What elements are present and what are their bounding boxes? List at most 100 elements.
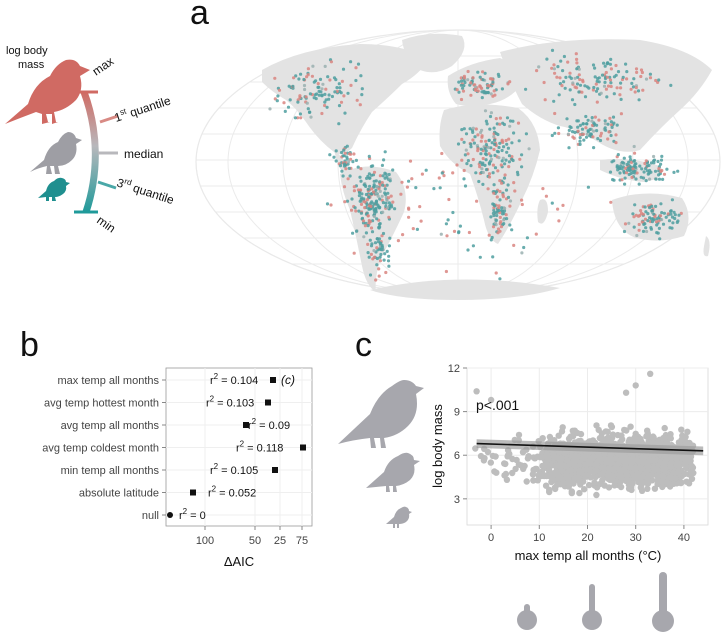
occurrence-point — [348, 174, 352, 178]
occurrence-point — [500, 206, 504, 210]
occurrence-point — [568, 88, 572, 92]
occurrence-point — [466, 248, 470, 252]
occurrence-point — [323, 92, 327, 96]
occurrence-point — [520, 153, 524, 157]
occurrence-point — [608, 75, 612, 79]
occurrence-point — [380, 181, 384, 185]
occurrence-point — [480, 135, 484, 139]
occurrence-point — [648, 72, 653, 76]
occurrence-point — [349, 208, 354, 212]
data-point — [675, 462, 682, 470]
occurrence-point — [339, 100, 344, 104]
occurrence-point — [655, 217, 659, 221]
occurrence-point — [475, 199, 479, 203]
occurrence-point — [484, 119, 488, 123]
occurrence-point — [573, 102, 577, 107]
occurrence-point — [581, 122, 585, 126]
occurrence-point — [671, 221, 675, 225]
occurrence-point — [466, 78, 470, 82]
occurrence-point — [649, 170, 653, 174]
occurrence-point — [447, 197, 451, 202]
occurrence-point — [491, 163, 495, 167]
occurrence-point — [498, 122, 502, 126]
regression-line — [476, 442, 704, 452]
occurrence-point — [306, 107, 310, 111]
p-value-annotation: p<.001 — [476, 397, 519, 413]
panel-b-xlabel: ΔAIC — [224, 554, 254, 569]
occurrence-point — [610, 160, 614, 164]
occurrence-point — [381, 183, 385, 187]
occurrence-point — [578, 83, 583, 87]
occurrence-point — [644, 210, 648, 214]
data-point — [684, 428, 691, 435]
occurrence-point — [616, 70, 621, 74]
occurrence-point — [560, 84, 564, 88]
occurrence-point — [372, 255, 377, 259]
occurrence-point — [676, 169, 680, 173]
small-bird-icon — [38, 177, 70, 201]
occurrence-point — [507, 154, 511, 158]
data-point — [581, 486, 588, 493]
occurrence-point — [376, 240, 381, 244]
occurrence-point — [659, 162, 663, 166]
occurrence-point — [557, 131, 561, 136]
occurrence-point — [352, 185, 356, 189]
occurrence-point — [479, 152, 483, 156]
occurrence-point — [495, 122, 499, 126]
occurrence-point — [566, 60, 570, 64]
occurrence-point — [451, 171, 455, 175]
occurrence-point — [472, 141, 476, 145]
occurrence-point — [456, 142, 461, 146]
occurrence-point — [377, 267, 381, 271]
occurrence-point — [366, 214, 370, 218]
data-point — [591, 468, 598, 475]
occurrence-point — [595, 79, 599, 83]
occurrence-point — [498, 179, 502, 183]
occurrence-point — [581, 80, 585, 84]
occurrence-point — [471, 126, 475, 130]
occurrence-point — [358, 103, 362, 107]
occurrence-point — [364, 231, 368, 235]
occurrence-point — [541, 187, 545, 191]
occurrence-point — [368, 184, 372, 188]
occurrence-point — [564, 75, 568, 79]
r2-label: r2 = 0.104 — [210, 372, 258, 387]
occurrence-point — [577, 67, 581, 71]
occurrence-point — [640, 167, 644, 171]
occurrence-point — [358, 175, 362, 179]
aic-marker — [270, 377, 276, 383]
data-point — [581, 455, 588, 462]
occurrence-point — [646, 219, 650, 223]
occurrence-point — [625, 70, 629, 74]
occurrence-point — [324, 98, 328, 102]
data-point — [656, 458, 663, 466]
occurrence-point — [524, 87, 528, 91]
occurrence-point — [573, 130, 577, 134]
occurrence-point — [499, 220, 503, 224]
x-tick-label: 25 — [274, 535, 286, 547]
occurrence-point — [575, 82, 580, 86]
data-point — [651, 485, 659, 492]
occurrence-point — [586, 185, 591, 189]
world-map — [195, 29, 721, 300]
occurrence-point — [479, 130, 483, 135]
occurrence-point — [459, 76, 463, 80]
occurrence-point — [631, 167, 635, 171]
data-point — [596, 456, 603, 463]
panel-letter-b: b — [20, 326, 39, 364]
occurrence-point — [480, 96, 484, 100]
occurrence-point — [609, 84, 613, 89]
occurrence-point — [481, 156, 485, 161]
occurrence-point — [350, 197, 354, 201]
data-point — [586, 459, 594, 467]
occurrence-point — [481, 161, 485, 165]
occurrence-point — [372, 214, 377, 219]
occurrence-point — [420, 172, 424, 176]
occurrence-point — [512, 181, 516, 185]
occurrence-point — [606, 137, 610, 141]
occurrence-point — [606, 122, 610, 126]
row-label: avg temp all months — [61, 420, 160, 432]
occurrence-point — [619, 97, 623, 101]
occurrence-point — [381, 210, 385, 214]
occurrence-point — [368, 273, 373, 277]
